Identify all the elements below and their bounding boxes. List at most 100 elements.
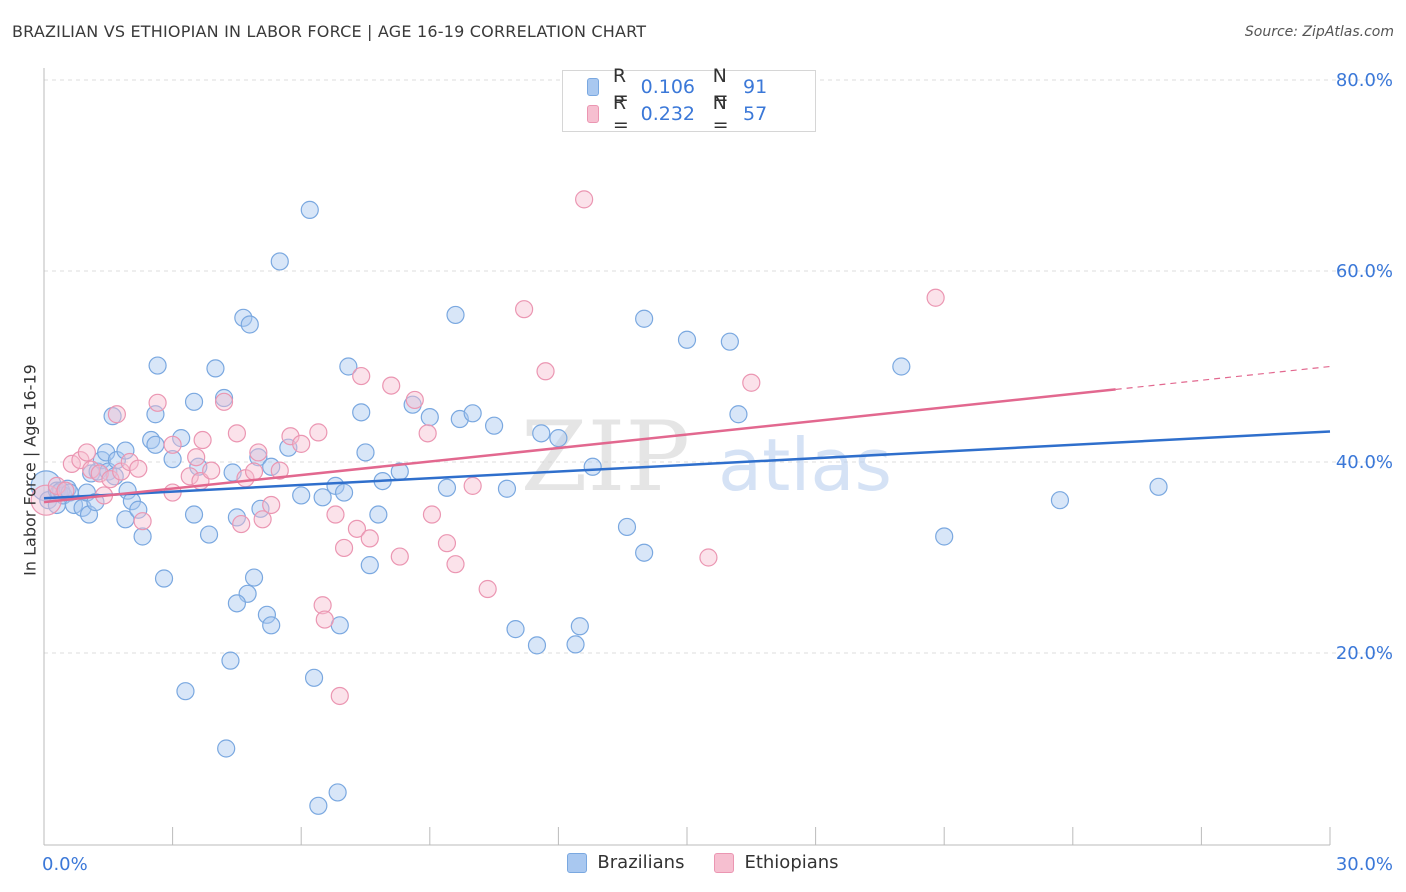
brazilian-point <box>729 405 748 424</box>
ethiopian-point <box>536 362 555 381</box>
brazilian-point <box>133 527 152 546</box>
brazilian-point <box>221 651 240 670</box>
ethiopian-point <box>313 596 332 615</box>
brazilian-point <box>292 486 311 505</box>
y-tick-label: 40.0% <box>1336 452 1393 473</box>
brazilian-point <box>497 479 517 498</box>
ethiopians-points <box>30 190 945 706</box>
n-value: 91 <box>743 76 768 98</box>
brazilian-point <box>437 478 457 497</box>
ethiopian-point <box>253 510 272 529</box>
ethiopian-point <box>360 529 379 548</box>
ethiopian-point <box>163 435 182 454</box>
brazilian-point <box>217 739 236 758</box>
r-value: 0.106 <box>640 76 696 98</box>
brazilian-point <box>677 330 697 349</box>
ethiopian-point <box>82 460 101 479</box>
brazilian-point <box>163 450 182 469</box>
ethiopians-trend-extension <box>1115 365 1331 391</box>
brazilian-point <box>199 525 219 544</box>
ethiopian-point <box>214 392 234 411</box>
ethiopian-point <box>232 514 251 534</box>
legend-item-ethiopians[interactable]: Ethiopians <box>714 852 839 873</box>
brazilian-point <box>184 505 204 524</box>
legend-item-brazilians[interactable]: Brazilians <box>567 852 684 873</box>
brazilian-point <box>527 636 547 655</box>
ethiopian-point <box>347 519 367 538</box>
y-tick-label: 80.0% <box>1336 70 1393 91</box>
brazilian-point <box>146 405 165 424</box>
brazilian-point <box>249 448 268 467</box>
ethiopian-point <box>463 476 482 495</box>
brazilian-point <box>463 404 482 423</box>
brazilian-point <box>240 315 259 334</box>
brazilian-point <box>300 200 319 219</box>
brazilian-point <box>334 483 354 502</box>
stats-row-brazilians: R = 0.106 N = 91 <box>587 65 815 109</box>
y-tick-label: 60.0% <box>1336 261 1393 282</box>
r-label: R = <box>612 65 629 109</box>
ethiopians-legend-swatch <box>714 852 735 873</box>
brazilian-point <box>360 556 379 575</box>
stats-row-ethiopians: R = 0.232 N = 57 <box>587 92 815 136</box>
ethiopian-point <box>262 495 281 515</box>
brazilians-legend-swatch <box>567 852 588 873</box>
legend-label-ethiopians: Ethiopians <box>744 852 839 873</box>
ethiopian-point <box>227 424 246 443</box>
brazilian-point <box>506 620 525 639</box>
axes <box>43 68 1331 846</box>
brazilian-point <box>356 443 375 462</box>
ethiopians-swatch <box>587 105 599 123</box>
brazilian-point <box>549 429 568 448</box>
brazilian-point <box>369 505 388 524</box>
ethiopian-point <box>926 288 945 307</box>
brazilian-point <box>635 309 654 328</box>
brazilian-point <box>116 441 135 460</box>
brazilian-point <box>146 435 165 454</box>
brazilian-point <box>1050 491 1070 510</box>
brazilian-point <box>617 517 637 537</box>
brazilian-point <box>935 527 954 546</box>
grid-lines <box>44 79 1392 654</box>
tick-labels: 20.0% 40.0% 60.0% 80.0% 0.0% 30.0% <box>42 70 1393 875</box>
brazilian-point <box>1149 477 1168 496</box>
brazilian-point <box>154 569 174 588</box>
ethiopian-point <box>575 190 594 209</box>
brazilian-point <box>328 783 347 802</box>
brazilian-point <box>244 568 264 587</box>
brazilian-point <box>176 682 195 701</box>
brazilian-point <box>583 457 602 476</box>
brazilian-point <box>206 359 225 378</box>
ethiopian-point <box>315 610 334 629</box>
legend-label-brazilians: Brazilians <box>597 852 685 873</box>
brazilian-point <box>257 605 277 624</box>
ethiopian-point <box>193 430 212 450</box>
chart-title: BRAZILIAN VS ETHIOPIAN IN LABOR FORCE | … <box>12 22 647 41</box>
ethiopian-point <box>515 300 534 319</box>
x-tick-label: 0.0% <box>42 854 88 875</box>
ethiopian-point <box>446 555 465 574</box>
brazilians-swatch <box>587 78 599 96</box>
ethiopians-trend-line <box>43 388 1116 504</box>
series-legend: Brazilians Ethiopians <box>0 852 1406 873</box>
brazilian-point <box>532 424 551 443</box>
r-label: R = <box>612 92 629 136</box>
source-label: Source: ZipAtlas.com <box>1244 24 1394 40</box>
watermark-zip: ZIP <box>521 401 690 513</box>
n-label: N = <box>712 65 729 109</box>
ethiopian-point <box>352 366 371 386</box>
ethiopian-point <box>90 464 109 483</box>
ethiopian-point <box>418 424 437 443</box>
brazilian-point <box>214 388 234 408</box>
brazilian-point <box>720 332 739 351</box>
x-tick-label: 30.0% <box>1336 854 1393 875</box>
ethiopian-point <box>437 534 457 553</box>
ethiopian-point <box>334 538 354 558</box>
ethiopian-point <box>129 459 148 478</box>
trend-lines <box>43 365 1331 504</box>
ethiopian-point <box>107 405 126 424</box>
brazilian-point <box>129 500 148 519</box>
ethiopian-point <box>742 373 761 392</box>
brazilian-point <box>309 796 328 815</box>
